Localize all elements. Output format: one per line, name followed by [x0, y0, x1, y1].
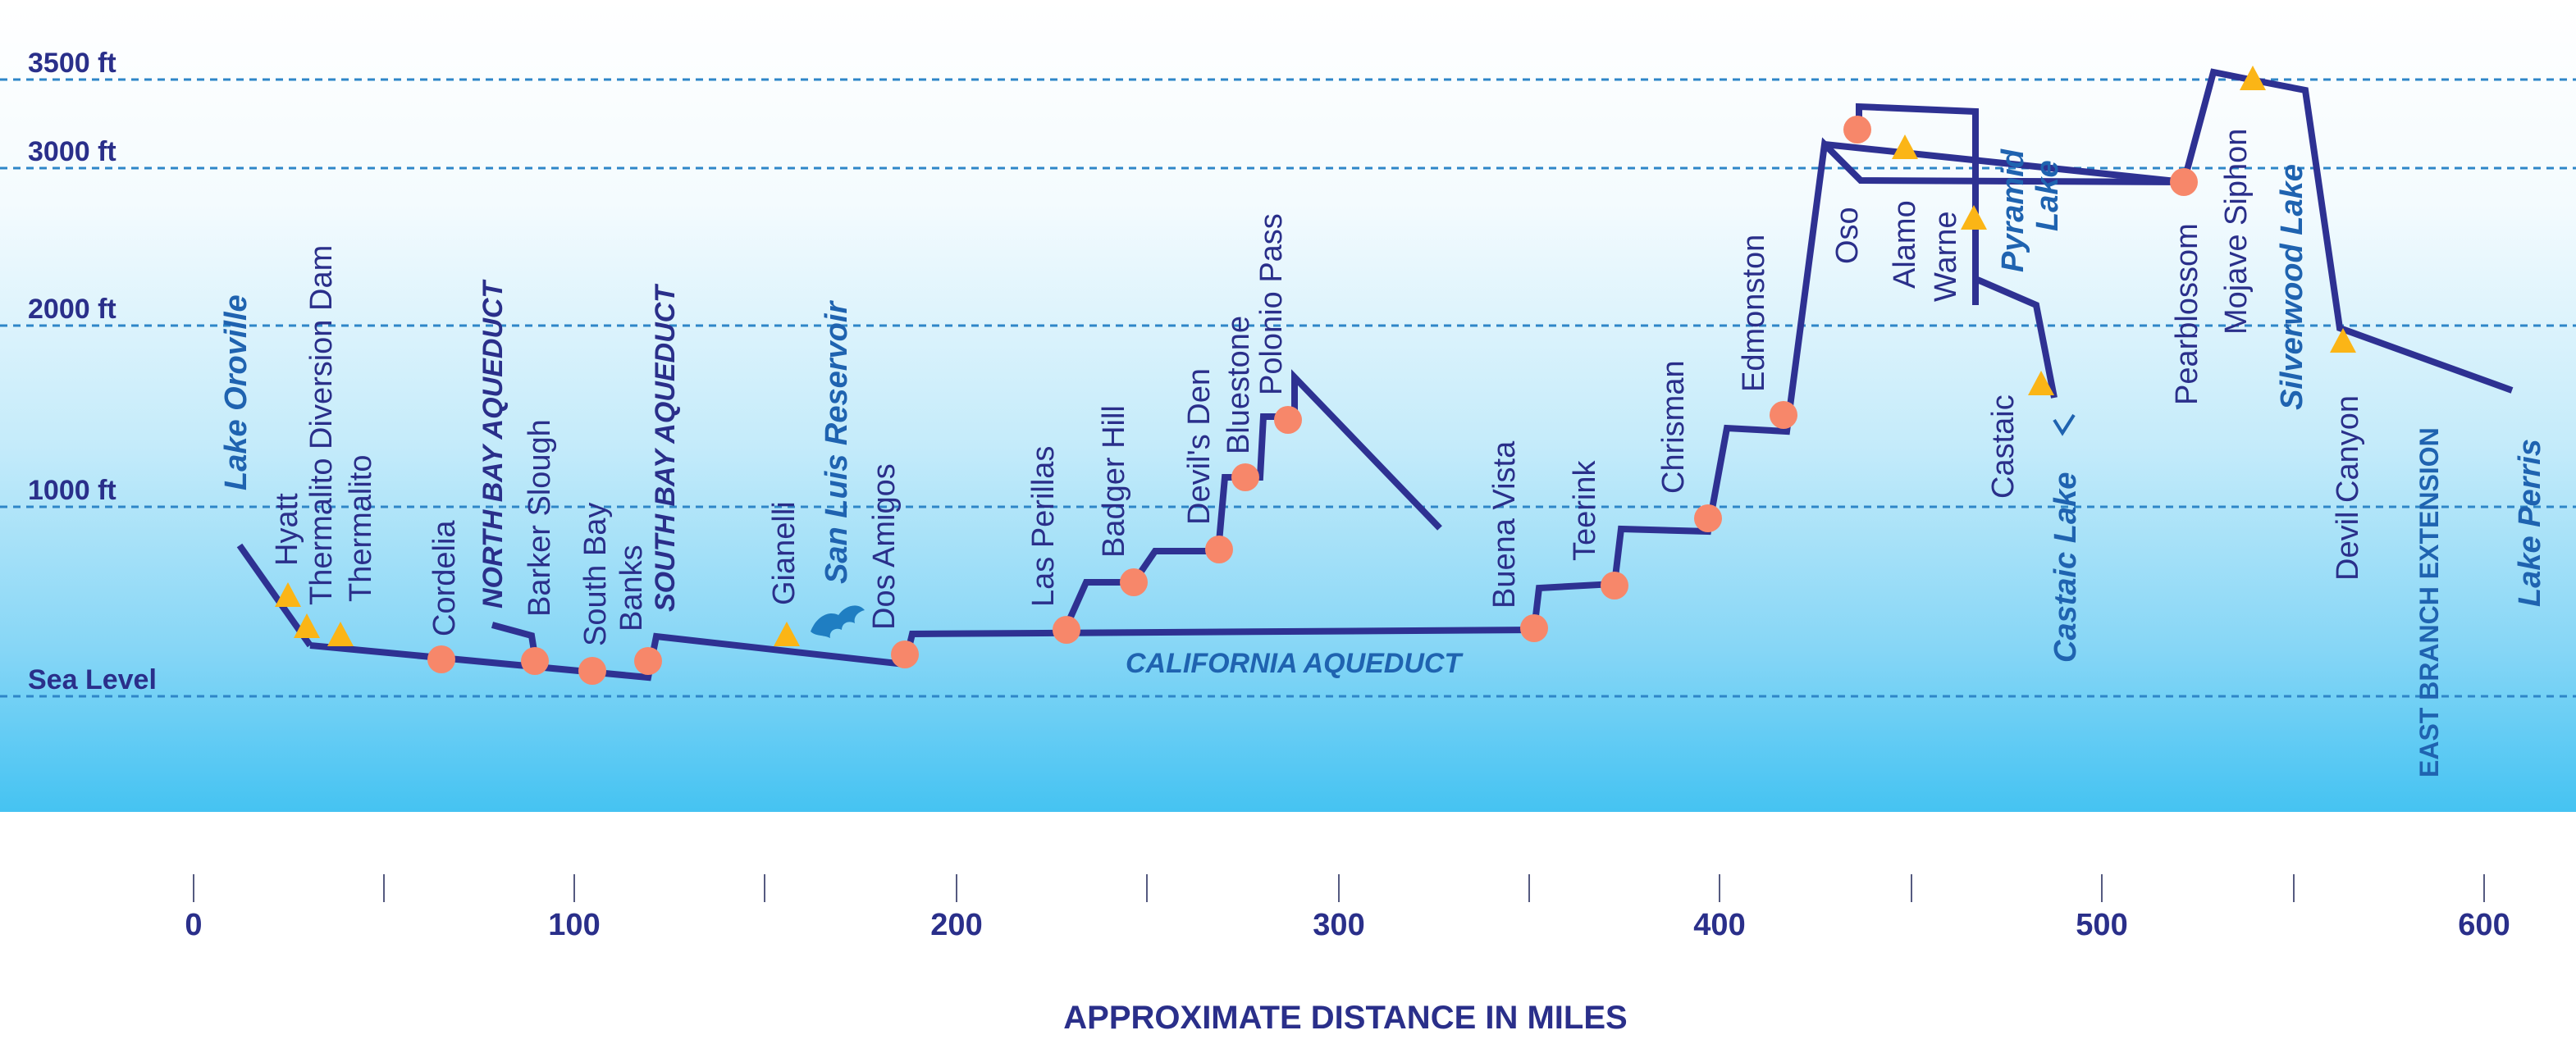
facility-label-barker-slough: Barker Slough	[523, 419, 557, 617]
water-label-lake-oroville: Lake Oroville	[219, 294, 253, 490]
label-north-bay-aqueduct: NORTH BAY AQUEDUCT	[477, 279, 509, 609]
facility-label-chrisman: Chrisman	[1656, 360, 1691, 494]
coastal-branch-line	[1059, 369, 1442, 637]
water-label-silverwood-lake: Silverwood Lake	[2275, 164, 2309, 410]
facility-label-buena-vista: Buena Vista	[1487, 440, 1522, 609]
facility-label-las-perillas: Las Perillas	[1026, 446, 1061, 607]
facility-label-edmonston: Edmonston	[1737, 235, 1771, 392]
distance-label-100: 100	[548, 908, 600, 942]
power-plant-gianelli	[774, 622, 800, 646]
pumping-plant-cordelia	[427, 645, 455, 673]
oroville-feeder-line	[236, 543, 313, 648]
pumping-plant-banks	[634, 647, 662, 675]
water-label-castaic-lake: Castaic Lake	[2048, 472, 2083, 663]
facility-label-alamo: Alamo	[1888, 200, 1922, 289]
pumping-plant-las-perillas	[1053, 616, 1080, 644]
pumping-plant-pearblossom	[2170, 168, 2198, 196]
power-plant-castaic	[2028, 371, 2054, 395]
facility-label-mojave-siphon: Mojave Siphon	[2219, 129, 2254, 335]
pumping-plant-polonio-pass	[1274, 406, 1302, 434]
elevation-label-1000: 1000 ft	[28, 475, 116, 506]
facility-label-bluestone: Bluestone	[1222, 316, 1256, 454]
distance-label-400: 400	[1693, 908, 1745, 942]
distance-label-500: 500	[2076, 908, 2127, 942]
facility-label-gianelli: Gianelli	[767, 501, 802, 605]
facility-label-badger-hill: Badger Hill	[1097, 405, 1131, 558]
pumping-plant-dos-amigos	[891, 641, 919, 668]
power-plant-thermalito-diversion-dam	[294, 613, 320, 638]
facility-label-dos-amigos: Dos Amigos	[867, 463, 902, 630]
water-label-lake-perris: Lake Perris	[2513, 439, 2547, 607]
facility-label-polonio-pass: Polonio Pass	[1254, 213, 1289, 395]
east-branch-line	[2181, 68, 2514, 394]
water-label-pyramid-lake: Lake	[2030, 160, 2065, 231]
water-label-san-luis-reservoir: San Luis Reservoir	[820, 300, 854, 584]
elevation-label-sea-level: Sea Level	[28, 664, 157, 695]
pumping-plant-buena-vista	[1520, 614, 1548, 642]
facility-label-banks: Banks	[614, 545, 649, 631]
facility-label-devil-canyon: Devil Canyon	[2331, 395, 2365, 581]
facility-label-hyatt: Hyatt	[270, 493, 304, 566]
distance-ticks	[193, 874, 2485, 902]
power-plant-hyatt	[275, 582, 301, 607]
elevation-label-3500: 3500 ft	[28, 48, 116, 79]
pumping-plant-devils-den	[1205, 536, 1233, 563]
facility-label-thermalito: Thermalito	[344, 455, 378, 603]
facility-label-teerink: Teerink	[1568, 460, 1602, 561]
facility-label-pearblossom: Pearblossom	[2170, 223, 2204, 405]
pumping-plant-chrisman	[1694, 504, 1722, 532]
pumping-plant-barker-slough	[521, 647, 549, 675]
power-plant-thermalito	[327, 622, 354, 646]
facility-label-castaic: Castaic	[1986, 394, 2021, 499]
distance-label-600: 600	[2458, 908, 2510, 942]
label-south-bay-aqueduct: SOUTH BAY AQUEDUCT	[650, 283, 681, 612]
facility-label-thermalito-diversion-dam: Thermalito Diversion Dam	[304, 245, 339, 605]
facility-label-warne: Warne	[1929, 211, 1963, 302]
power-plant-devil-canyon	[2330, 328, 2356, 353]
pumping-plant-edmonston	[1770, 401, 1797, 429]
pumping-plant-badger-hill	[1120, 568, 1148, 596]
label-east-branch-extension: EAST BRANCH EXTENSION	[2414, 427, 2444, 777]
power-plant-warne	[1961, 205, 1987, 230]
pumping-plant-teerink	[1601, 572, 1628, 600]
west-branch-upper-line	[1824, 141, 2185, 185]
elevation-gridlines	[0, 78, 2576, 698]
facility-label-oso: Oso	[1830, 207, 1865, 264]
power-plants	[275, 66, 2356, 646]
pumping-plant-oso	[1843, 116, 1871, 144]
elevation-label-2000: 2000 ft	[28, 294, 116, 325]
pumping-plant-bluestone	[1231, 463, 1259, 491]
distance-label-200: 200	[930, 908, 982, 942]
power-plant-alamo	[1892, 134, 1918, 159]
wave-icon	[811, 605, 865, 638]
water-label-pyramid: Pyramid	[1996, 148, 2030, 272]
facility-label-devils-den: Devil's Den	[1182, 368, 1217, 525]
facility-label-south-bay: South Bay	[578, 503, 613, 646]
distance-axis-title: APPROXIMATE DISTANCE IN MILES	[1063, 1000, 1627, 1036]
distance-label-0: 0	[185, 908, 202, 942]
west-branch-castaic-line	[1974, 276, 2058, 399]
pumping-plant-south-bay	[578, 657, 606, 685]
power-plant-mojave-siphon	[2240, 66, 2266, 90]
castaic-check-mark	[2053, 413, 2076, 436]
pumping-plants	[427, 116, 2198, 685]
elevation-label-3000: 3000 ft	[28, 136, 116, 167]
label-california-aqueduct: CALIFORNIA AQUEDUCT	[1126, 648, 1464, 679]
facility-label-cordelia: Cordelia	[427, 520, 462, 636]
distance-label-300: 300	[1313, 908, 1364, 942]
